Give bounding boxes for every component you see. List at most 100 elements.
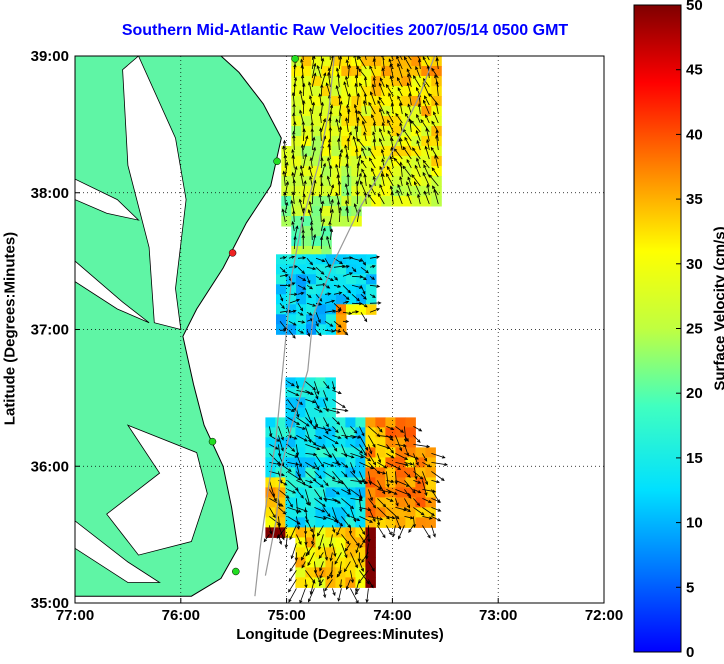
velocity-cell [365, 417, 376, 428]
velocity-cell [351, 96, 362, 107]
velocity-arrowhead [379, 49, 382, 52]
velocity-cell [351, 186, 362, 197]
station-marker [229, 249, 236, 256]
velocity-cell [315, 557, 326, 568]
velocity-arrowhead [329, 46, 332, 49]
velocity-cell [311, 216, 322, 227]
velocity-cell [265, 477, 276, 488]
colorbar-tick-label: 15 [686, 450, 703, 467]
colorbar-tick-label: 40 [686, 126, 703, 143]
x-tick-label: 73:00 [479, 607, 517, 624]
velocity-cell [311, 116, 322, 127]
colorbar-tick-label: 25 [686, 321, 703, 338]
velocity-cell [306, 264, 317, 275]
velocity-cell [276, 264, 287, 275]
velocity-cell [411, 196, 422, 207]
velocity-arrow [330, 46, 331, 60]
velocity-cell [325, 437, 336, 448]
velocity-cell [395, 467, 406, 478]
velocity-cell [285, 507, 296, 518]
velocity-cell [291, 76, 302, 87]
x-tick-label: 76:00 [162, 607, 200, 624]
velocity-cell [285, 497, 296, 508]
velocity-cell [351, 136, 362, 147]
velocity-cell [331, 216, 342, 227]
x-tick-label: 72:00 [585, 607, 623, 624]
velocity-cell [331, 96, 342, 107]
velocity-cell [345, 557, 356, 568]
colorbar-tick-label: 45 [686, 62, 703, 79]
velocity-cell [291, 116, 302, 127]
colorbar-tick-label: 10 [686, 515, 703, 532]
x-axis-label: Longitude (Degrees:Minutes) [75, 626, 605, 643]
velocity-cell [425, 447, 436, 458]
velocity-cell [411, 136, 422, 147]
velocity-cell [405, 417, 416, 428]
y-tick-label: 37:00 [31, 322, 69, 339]
velocity-cell [351, 196, 362, 207]
colorbar-tick-label: 30 [686, 256, 703, 273]
velocity-arrowhead [356, 49, 359, 52]
velocity-cell [321, 106, 332, 117]
velocity-cell [291, 236, 302, 247]
velocity-cell [306, 274, 317, 285]
x-tick-label: 75:00 [267, 607, 305, 624]
velocity-cell [341, 96, 352, 107]
velocity-cell [385, 437, 396, 448]
velocity-cell [285, 447, 296, 458]
velocity-cell [366, 254, 377, 264]
velocity-cell [301, 106, 312, 117]
velocity-cell [336, 324, 347, 335]
velocity-cell [361, 136, 372, 147]
y-tick-label: 36:00 [31, 458, 69, 475]
velocity-cell [345, 577, 356, 588]
velocity-cell [361, 56, 372, 67]
chart-title: Southern Mid-Atlantic Raw Velocities 200… [60, 22, 630, 40]
velocity-arrowhead [371, 49, 373, 52]
velocity-arrow [357, 49, 358, 60]
y-tick-label: 38:00 [31, 185, 69, 202]
velocity-cell [431, 106, 442, 117]
velocity-cell [335, 507, 346, 518]
velocity-arrowhead [348, 47, 351, 50]
velocity-cell [291, 126, 302, 137]
velocity-arrowhead [396, 47, 398, 50]
velocity-cell [335, 497, 346, 508]
velocity-cell [316, 304, 327, 315]
velocity-cell [365, 427, 376, 438]
velocity-cell [346, 254, 357, 264]
velocity-cell [431, 176, 442, 187]
velocity-cell [285, 377, 296, 388]
velocity-cell [335, 417, 346, 428]
velocity-cell [431, 116, 442, 127]
velocity-cell [421, 186, 432, 197]
velocity-cell [286, 294, 297, 305]
velocity-cell [361, 106, 372, 117]
velocity-cell [311, 206, 322, 217]
velocity-cell [431, 146, 442, 157]
colorbar-tick-label: 5 [686, 579, 694, 596]
velocity-arrowhead [291, 48, 294, 51]
velocity-cell [335, 447, 346, 458]
velocity-cell [276, 284, 287, 295]
x-tick-label: 74:00 [373, 607, 411, 624]
velocity-cell [355, 467, 366, 478]
velocity-cell [325, 527, 336, 538]
velocity-cell [331, 76, 342, 87]
velocity-cell [295, 567, 306, 578]
colorbar-gradient [634, 5, 681, 652]
velocity-cell [371, 86, 382, 97]
velocity-cell [295, 577, 306, 588]
velocity-cell [331, 186, 342, 197]
velocity-cell [395, 417, 406, 428]
velocity-cell [305, 447, 316, 458]
velocity-cell [415, 517, 426, 528]
velocity-arrowhead [320, 51, 323, 54]
velocity-cell [326, 294, 337, 305]
velocity-cell [375, 447, 386, 458]
velocity-cell [335, 547, 346, 558]
velocity-cell [295, 547, 306, 558]
velocity-cell [326, 304, 337, 315]
velocity-cell [366, 304, 377, 315]
velocity-cell [366, 274, 377, 285]
